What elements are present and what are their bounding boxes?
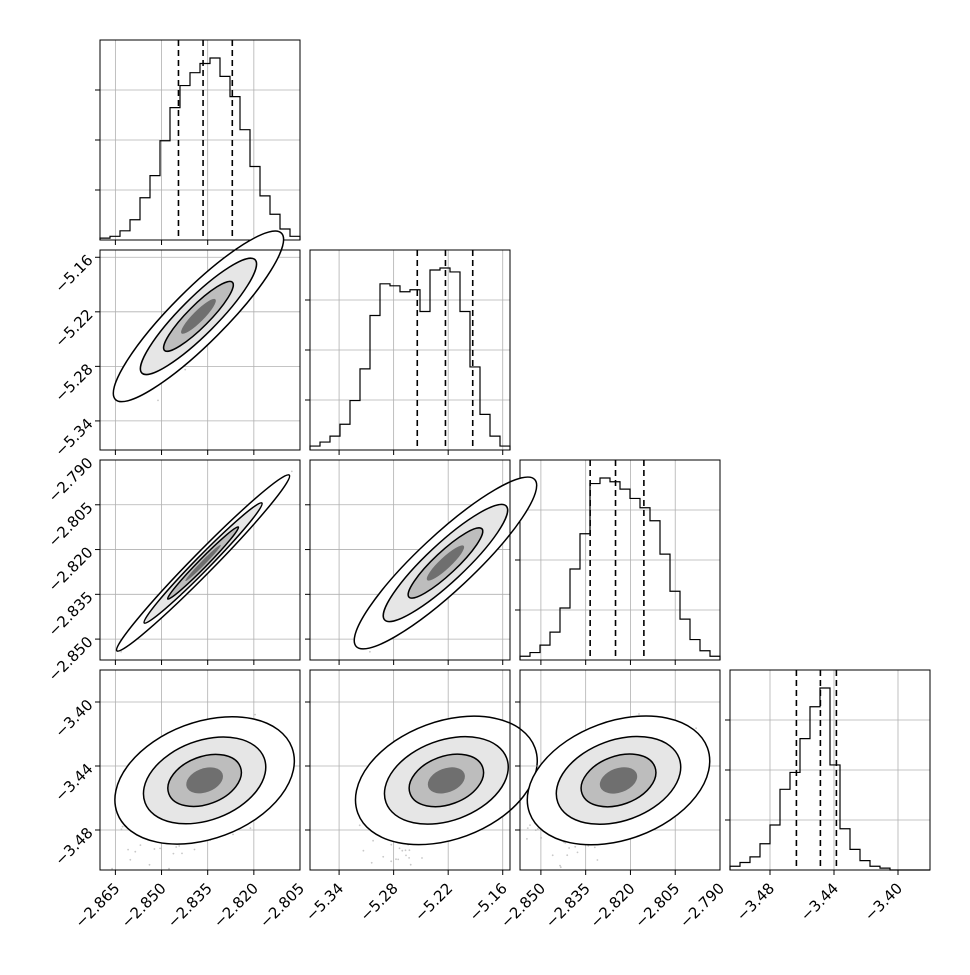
- sample-point: [181, 853, 183, 855]
- sample-point: [140, 844, 142, 846]
- x-tick-label: −2.805: [256, 879, 308, 931]
- sample-point: [134, 851, 136, 853]
- sample-point: [232, 834, 234, 836]
- x-tick-label: −5.22: [411, 879, 456, 924]
- gridlines: [515, 460, 720, 660]
- sample-point: [405, 855, 407, 857]
- sample-point: [529, 824, 531, 826]
- sample-point: [399, 847, 401, 849]
- sample-point: [405, 849, 407, 851]
- sample-point: [552, 854, 554, 856]
- sample-point: [173, 853, 175, 855]
- sample-point: [359, 824, 361, 826]
- x-tick-label: −5.28: [357, 879, 402, 924]
- y-tick-label: −2.835: [45, 588, 97, 640]
- sample-point: [111, 868, 113, 870]
- histogram-step: [310, 268, 510, 450]
- y-tick-label: −3.48: [51, 824, 96, 869]
- sample-point: [594, 847, 596, 849]
- x-tick-label: −3.40: [861, 879, 906, 924]
- x-tick-label: −5.34: [302, 879, 347, 924]
- sample-point: [254, 714, 256, 716]
- sample-point: [250, 827, 252, 829]
- histogram-step: [100, 58, 300, 240]
- sample-point: [127, 849, 129, 851]
- y-tick-label: −2.790: [45, 454, 97, 506]
- sample-point: [397, 859, 399, 861]
- sample-point: [421, 857, 423, 859]
- sample-point: [291, 471, 293, 473]
- histogram-step: [520, 478, 720, 660]
- x-tick-label: −2.865: [72, 879, 124, 931]
- sample-point: [409, 849, 411, 851]
- y-tick-label: −2.850: [45, 633, 97, 685]
- sample-point: [120, 651, 122, 653]
- y-tick-label: −5.34: [51, 415, 96, 460]
- gridlines: [95, 40, 300, 240]
- x-tick-label: −2.820: [210, 879, 262, 931]
- sample-point: [560, 866, 562, 868]
- sample-point: [369, 651, 371, 653]
- sample-point: [372, 840, 374, 842]
- gridlines: [725, 670, 930, 870]
- sample-point: [390, 844, 392, 846]
- y-tick-label: −3.44: [51, 760, 96, 805]
- y-tick-label: −5.28: [51, 360, 96, 405]
- sample-point: [363, 850, 365, 852]
- sample-point: [410, 864, 412, 866]
- y-tick-label: −3.40: [51, 696, 96, 741]
- sample-point: [129, 859, 131, 861]
- y-tick-label: −2.805: [45, 499, 97, 551]
- x-tick-label: −2.850: [118, 879, 170, 931]
- x-tick-label: −3.48: [733, 879, 778, 924]
- y-tick-label: −5.22: [51, 306, 96, 351]
- sample-point: [638, 713, 640, 715]
- x-tick-label: −3.44: [797, 879, 842, 924]
- sample-point: [122, 826, 124, 828]
- sample-point: [121, 828, 123, 830]
- sample-point: [168, 868, 170, 870]
- sample-point: [371, 862, 373, 864]
- sample-point: [157, 400, 159, 402]
- sample-point: [159, 848, 161, 850]
- x-tick-label: −2.835: [164, 879, 216, 931]
- sample-point: [194, 849, 196, 851]
- sample-point: [382, 856, 384, 858]
- sample-point: [149, 864, 151, 866]
- sample-point: [178, 845, 180, 847]
- histogram-step: [730, 688, 930, 870]
- sample-point: [401, 850, 403, 852]
- sample-point: [175, 846, 177, 848]
- sample-point: [535, 829, 537, 831]
- gridlines: [305, 250, 510, 450]
- sample-point: [390, 860, 392, 862]
- y-tick-label: −5.16: [51, 251, 96, 296]
- sample-point: [408, 857, 410, 859]
- sample-point: [184, 369, 186, 371]
- sample-point: [395, 858, 397, 860]
- y-tick-label: −2.820: [45, 543, 97, 595]
- sample-point: [154, 848, 156, 850]
